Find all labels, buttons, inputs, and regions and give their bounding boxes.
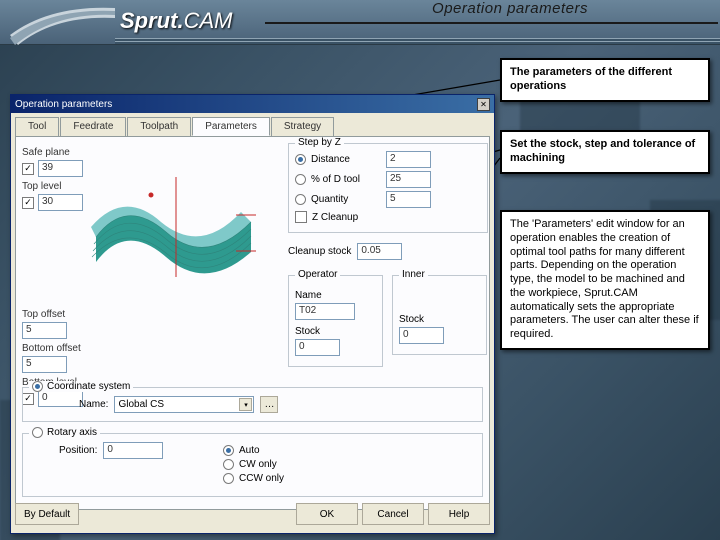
top-level-checkbox[interactable]: ✓ [22,197,34,209]
csys-enable-radio[interactable] [32,381,43,392]
top-level-input[interactable]: 30 [38,194,83,211]
zcleanup-checkbox[interactable] [295,211,307,223]
rot-ccw-radio[interactable] [223,473,234,484]
dialog-operation-parameters: Operation parameters ✕ Tool Feedrate Too… [10,94,495,534]
csys-name-combo[interactable]: Global CS ▾ [114,396,254,413]
rot-legend-text: Rotary axis [47,427,97,438]
tab-toolpath[interactable]: Toolpath [127,117,191,136]
csys-name-label: Name: [79,399,108,410]
close-icon[interactable]: ✕ [477,98,490,111]
logo-brand: Sprut. [120,8,184,33]
chevron-down-icon[interactable]: ▾ [239,398,252,411]
rot-enable-radio[interactable] [32,427,43,438]
rot-legend: Rotary axis [29,427,100,438]
callout-stock-step: Set the stock, step and tolerance of mac… [500,130,710,174]
ok-button[interactable]: OK [296,503,358,525]
dialog-titlebar: Operation parameters ✕ [11,95,494,113]
safe-plane-input[interactable]: 39 [38,160,83,177]
cancel-button[interactable]: Cancel [362,503,424,525]
rot-ccw-label: CCW only [239,473,284,484]
header-groove [115,38,720,44]
by-default-button[interactable]: By Default [15,503,79,525]
operator-name-input[interactable]: T02 [295,303,355,320]
tab-strip: Tool Feedrate Toolpath Parameters Strate… [11,113,494,136]
callout-parameters: The parameters of the different operatio… [500,58,710,102]
logo-text: Sprut.CAM [120,8,232,34]
step-distance-input[interactable]: 2 [386,151,431,168]
tab-feedrate[interactable]: Feedrate [60,117,126,136]
operator-name-label: Name [295,290,376,301]
rot-auto-radio[interactable] [223,445,234,456]
step-qty-input[interactable]: 5 [386,191,431,208]
cleanup-stock-label: Cleanup stock [288,246,351,257]
rot-cw-label: CW only [239,459,277,470]
tab-tool[interactable]: Tool [15,117,59,136]
operator-group: Operator Name T02 Stock Stock 0 [288,275,383,367]
step-pct-input[interactable]: 25 [386,171,431,188]
rot-cw-radio[interactable] [223,459,234,470]
cleanup-stock-row: Cleanup stock 0.05 [288,243,488,260]
inner-legend: Inner [399,269,428,280]
header-bar: Operation parameters Sprut.CAM [0,0,720,45]
step-pct-label: % of D tool [311,174,381,185]
tab-parameters[interactable]: Parameters [192,117,270,136]
page-title: Operation parameters [300,0,720,22]
safe-plane-label: Safe plane [22,147,282,158]
inner-stock-label: Stock [399,314,480,325]
step-distance-label: Distance [311,154,381,165]
csys-legend: Coordinate system [29,381,133,392]
button-bar: By Default OK Cancel Help [15,503,490,529]
inner-group: Inner Stock 0 [392,275,487,355]
logo-swoosh-icon [10,0,115,45]
rotary-axis-group: Rotary axis Position: 0 Auto CW only CCW… [22,433,483,497]
rot-position-input[interactable]: 0 [103,442,163,459]
csys-legend-text: Coordinate system [47,381,130,392]
bottom-offset-label: Bottom offset [22,343,282,354]
tab-strategy[interactable]: Strategy [271,117,334,136]
callout-1-text: The parameters of the different operatio… [510,66,672,92]
logo-suffix: CAM [184,8,233,33]
top-offset-label: Top offset [22,309,282,320]
help-button[interactable]: Help [428,503,490,525]
inner-stock-input[interactable]: 0 [399,327,444,344]
step-qty-radio[interactable] [295,194,306,205]
surface-plot-icon [86,177,261,277]
operator-stock-input[interactable]: 0 [295,339,340,356]
top-offset-input[interactable]: 5 [22,322,67,339]
step-qty-label: Quantity [311,194,381,205]
coord-system-group: Coordinate system Name: Global CS ▾ … [22,387,483,422]
zcleanup-label: Z Cleanup [312,212,358,223]
rot-options: Auto CW only CCW only [223,442,284,487]
dialog-title: Operation parameters [15,99,112,110]
operator-legend: Operator [295,269,340,280]
rot-position-label: Position: [59,445,97,456]
csys-name-value: Global CS [118,399,164,410]
safe-plane-checkbox[interactable]: ✓ [22,163,34,175]
title-underline [265,22,718,24]
step-legend: Step by Z [295,137,344,148]
tab-content: Safe plane ✓ 39 Top level ✓ 30 Top offse… [15,136,490,510]
step-distance-radio[interactable] [295,154,306,165]
rot-auto-label: Auto [239,445,260,456]
step-by-z-group: Step by Z Distance 2 % of D tool 25 Quan… [288,143,488,233]
bottom-offset-input[interactable]: 5 [22,356,67,373]
callout-3-text: The 'Parameters' edit window for an oper… [510,218,699,340]
step-pct-radio[interactable] [295,174,306,185]
callout-explanation: The 'Parameters' edit window for an oper… [500,210,710,350]
cleanup-stock-input[interactable]: 0.05 [357,243,402,260]
callout-2-text: Set the stock, step and tolerance of mac… [510,138,695,164]
csys-browse-button[interactable]: … [260,396,278,413]
operator-stock-label: Stock [295,326,376,337]
